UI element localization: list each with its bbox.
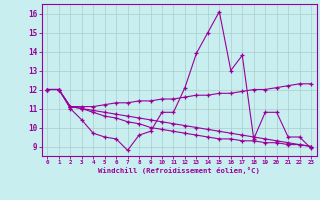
X-axis label: Windchill (Refroidissement éolien,°C): Windchill (Refroidissement éolien,°C)	[98, 167, 260, 174]
